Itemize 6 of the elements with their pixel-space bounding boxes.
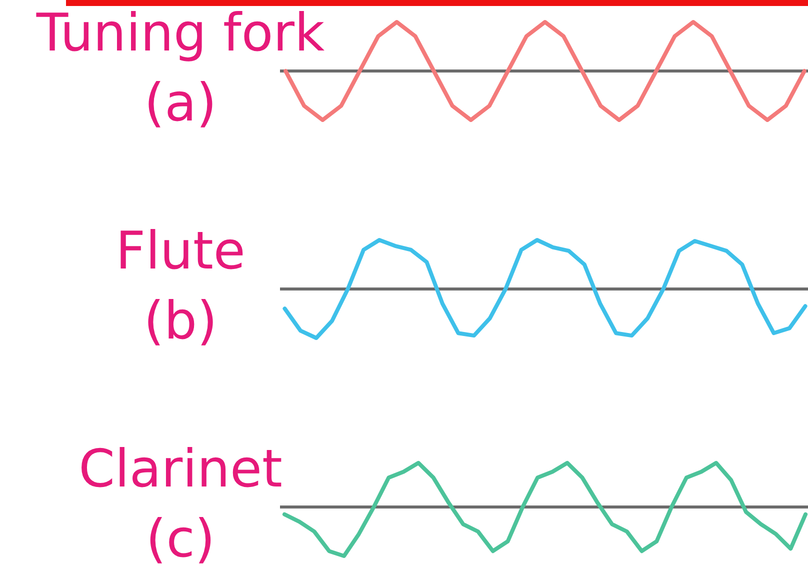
text: (c) <box>146 510 216 570</box>
chart-title: Tuning fork <box>35 4 325 64</box>
chart-title: Clarinet <box>78 440 282 500</box>
chart-title: Flute <box>116 222 246 282</box>
text: (b) <box>144 292 218 352</box>
text: (a) <box>144 74 217 134</box>
